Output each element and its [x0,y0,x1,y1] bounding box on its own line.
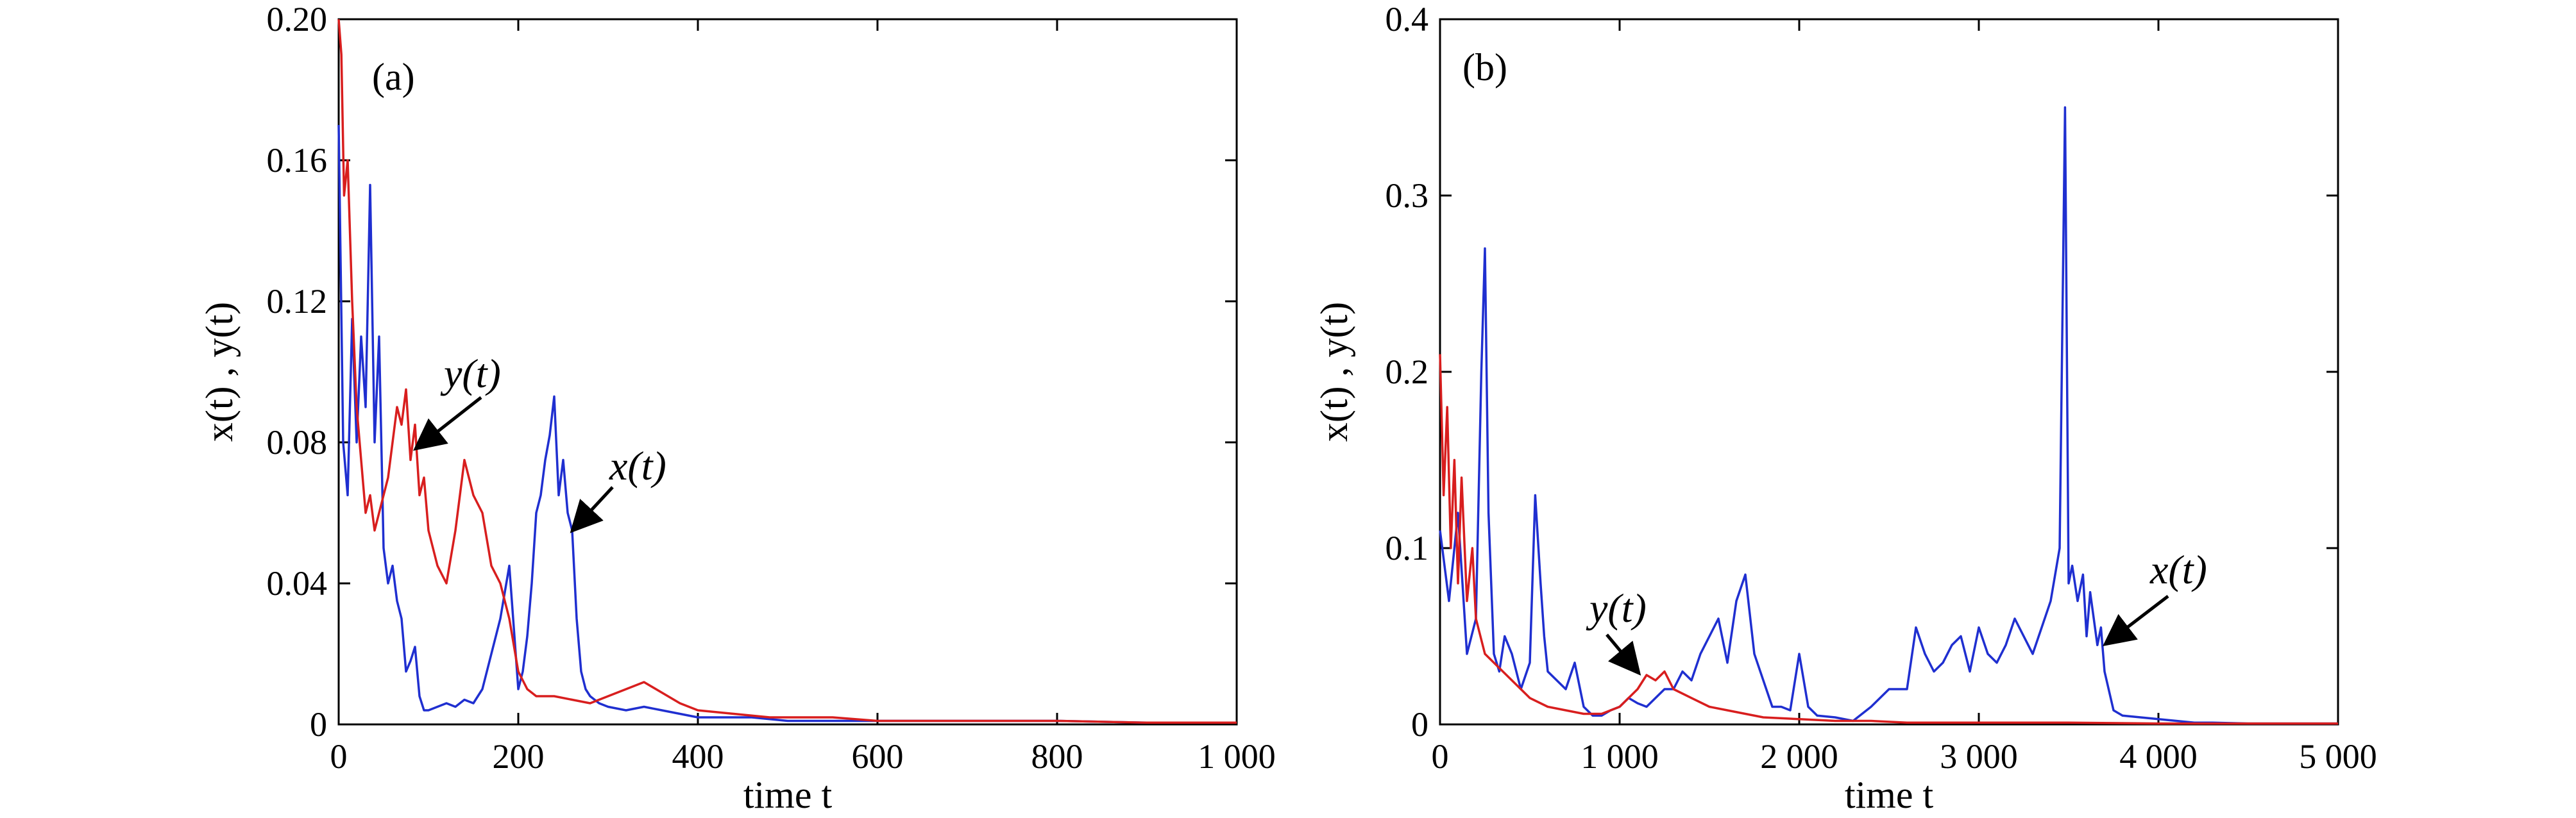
series-line-y [337,19,1237,724]
y-tick-group: 0 0.04 0.08 0.12 0.16 0.20 [267,0,1237,744]
panel-label: (b) [1462,46,1507,88]
y-tick-label: 0 [1411,705,1428,744]
y-tick-label: 0.12 [267,282,328,321]
y-tick-label: 0.1 [1385,529,1429,567]
x-tick-label: 1 000 [1198,737,1276,776]
x-tick-label: 3 000 [1940,737,2018,776]
x-tick-label: 2 000 [1760,737,1838,776]
x-tick-label: 600 [852,737,904,776]
y-tick-label: 0.20 [267,0,328,38]
plot-frame [337,18,1238,726]
x-tick-group: 0 200 400 600 800 1 000 [330,19,1276,776]
x-tick-label: 0 [330,737,348,776]
annotation-arrow-y [413,396,482,451]
y-tick-label: 0.4 [1385,0,1429,38]
series-group [337,19,1237,724]
series-group [1439,106,2338,725]
annotation-arrow-y [1606,633,1641,676]
annotation-label-x: x(t) [2149,547,2207,592]
x-tick-label: 0 [1432,737,1449,776]
x-tick-label: 400 [672,737,724,776]
annotation-label-y: y(t) [440,351,501,396]
chart-panel-a: 0 0.04 0.08 0.12 0.16 0.20 0 200 400 600 800 1 000… [198,0,1276,816]
x-tick-label: 200 [493,737,545,776]
series-line-x [337,124,1237,724]
chart-panel-b: 0 0.1 0.2 0.3 0.4 0 1 000 2 000 3 000 4 000 5 000… [1313,0,2377,816]
x-axis-label: time t [743,774,833,816]
y-tick-label: 0.16 [267,141,328,179]
y-tick-label: 0.3 [1385,176,1429,215]
annotation-label-x: x(t) [609,443,666,488]
plot-frame [1439,18,2339,726]
y-tick-label: 0.2 [1385,353,1429,391]
panel-label: (a) [372,56,415,98]
y-tick-label: 0.08 [267,423,328,462]
series-line-y [1439,354,2338,725]
annotation-label-y: y(t) [1586,585,1647,631]
y-tick-group: 0 0.1 0.2 0.3 0.4 [1385,0,2338,744]
x-tick-label: 4 000 [2119,737,2198,776]
x-tick-group: 0 1 000 2 000 3 000 4 000 5 000 [1432,19,2377,776]
y-axis-label: x(t) , y(t) [198,302,241,442]
y-tick-label: 0.04 [267,564,328,603]
annotation-arrow-x [570,486,614,533]
x-tick-label: 1 000 [1580,737,1659,776]
annotation-arrow-x [2103,595,2169,647]
y-tick-label: 0 [310,705,327,744]
x-tick-label: 5 000 [2299,737,2377,776]
y-axis-label: x(t) , y(t) [1313,302,1355,442]
series-line-x [1439,106,2338,725]
x-axis-label: time t [1845,774,1934,816]
x-tick-label: 800 [1031,737,1083,776]
